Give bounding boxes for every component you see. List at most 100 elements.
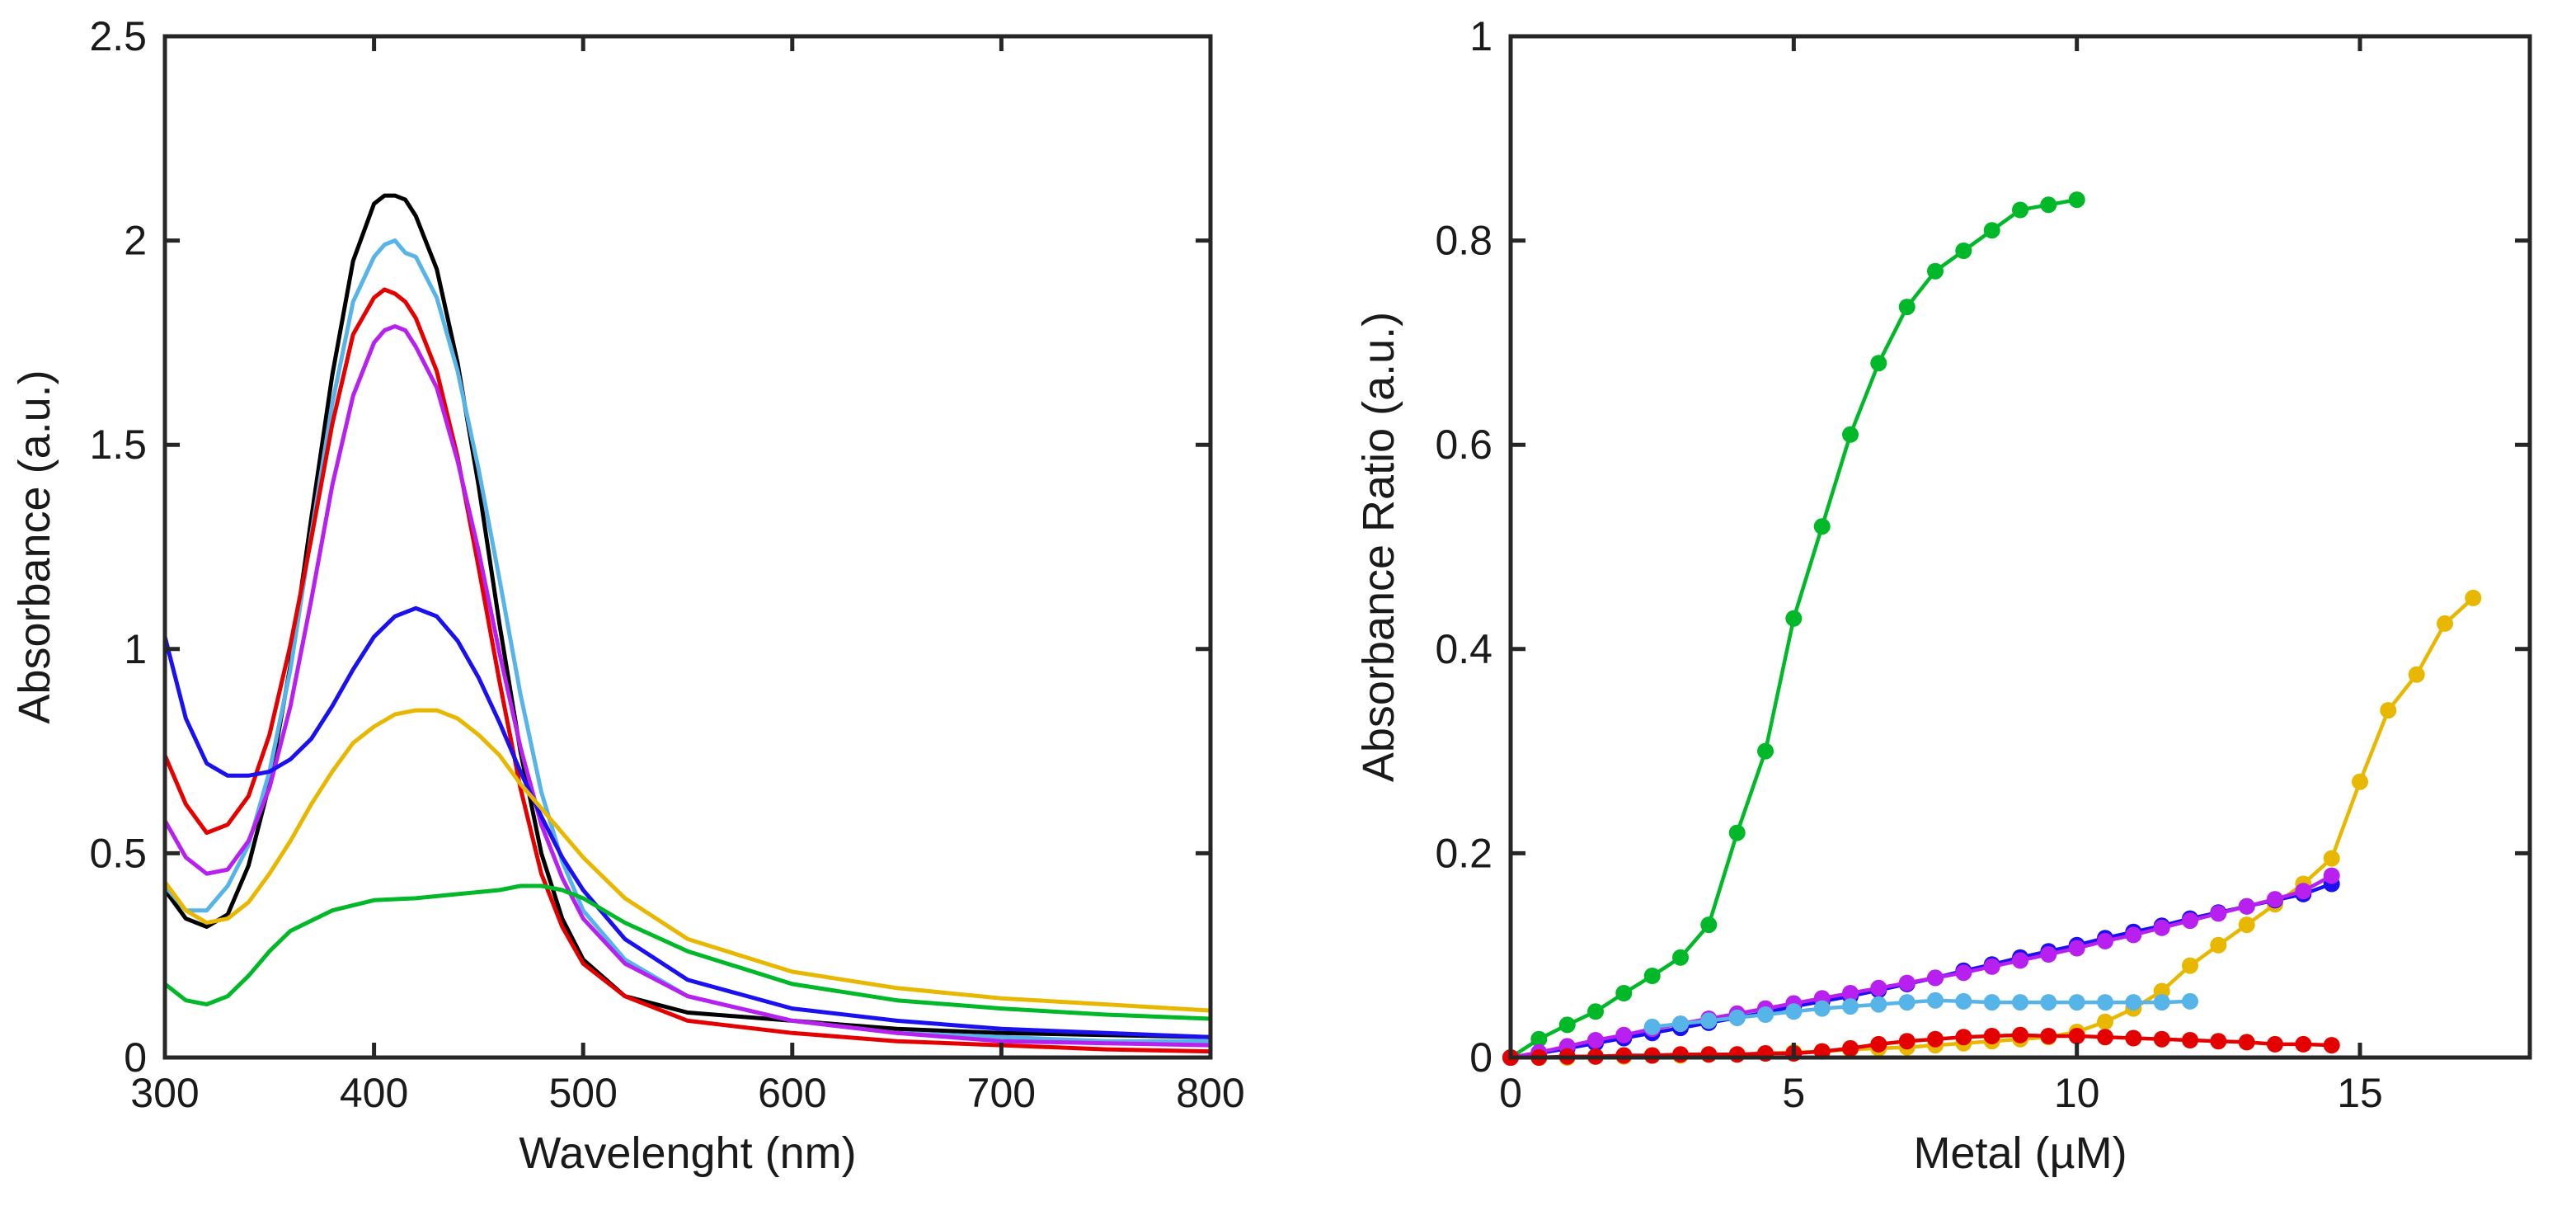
- y-tick-label: 0.2: [1435, 830, 1492, 876]
- data-point: [1672, 1015, 1689, 1033]
- x-tick-label: 15: [2337, 1070, 2383, 1116]
- data-point: [2068, 1028, 2085, 1044]
- data-point: [1870, 355, 1887, 372]
- data-point: [2465, 589, 2482, 606]
- series-magenta: [162, 324, 1213, 1048]
- data-point: [1870, 979, 1887, 996]
- data-point: [2012, 994, 2028, 1011]
- data-point: [2380, 702, 2397, 719]
- data-point: [2097, 994, 2113, 1011]
- data-point: [2437, 615, 2453, 632]
- series-red: [162, 287, 1213, 1054]
- series-sky-blue: [1643, 992, 2198, 1035]
- data-point: [2182, 992, 2198, 1010]
- data-point: [2210, 1033, 2227, 1050]
- data-point: [2125, 994, 2142, 1011]
- data-point: [2182, 912, 2198, 930]
- series-line: [162, 605, 1213, 1039]
- data-point: [1927, 1030, 1944, 1048]
- data-point: [1955, 992, 1972, 1010]
- data-point: [1927, 992, 1944, 1009]
- y-tick-label: 0: [124, 1034, 147, 1081]
- x-tick-label: 10: [2054, 1070, 2100, 1116]
- series-layer: [162, 193, 1213, 1054]
- data-point: [2323, 867, 2340, 884]
- data-point: [1672, 949, 1689, 966]
- data-point: [2238, 897, 2255, 915]
- data-point: [1842, 998, 1859, 1015]
- data-point: [2408, 666, 2425, 683]
- x-tick-label: 5: [1782, 1070, 1805, 1116]
- data-point: [1785, 610, 1803, 627]
- x-tick-label: 600: [758, 1070, 826, 1116]
- data-point: [1983, 1028, 2000, 1044]
- data-point: [1530, 1030, 1548, 1048]
- data-point: [2323, 850, 2340, 867]
- data-point: [1813, 518, 1831, 535]
- data-point: [1983, 958, 2000, 975]
- data-point: [1728, 824, 1746, 841]
- y-tick-label: 0: [1469, 1034, 1492, 1081]
- data-point: [2267, 891, 2283, 908]
- series-yellow: [162, 708, 1213, 1013]
- y-tick-label: 0.6: [1435, 422, 1492, 468]
- data-point: [2012, 952, 2028, 969]
- series-green: [162, 883, 1213, 1021]
- axes-box: [1508, 34, 2532, 1060]
- data-point: [1757, 742, 1774, 760]
- y-tick-label: 0.5: [89, 830, 147, 876]
- x-tick-label: 800: [1176, 1070, 1244, 1116]
- data-point: [2210, 936, 2227, 954]
- data-point: [1672, 1046, 1689, 1063]
- data-point: [2068, 940, 2085, 957]
- data-point: [2153, 1030, 2170, 1048]
- data-point: [1587, 1032, 1604, 1048]
- data-point: [1983, 222, 2000, 239]
- data-point: [1842, 985, 1859, 1001]
- series-blue: [162, 605, 1213, 1039]
- data-point: [1728, 1046, 1746, 1063]
- data-point: [1983, 994, 2000, 1011]
- data-point: [1955, 243, 1972, 259]
- data-point: [2012, 201, 2028, 219]
- data-point: [1700, 916, 1718, 934]
- x-tick-label: 700: [967, 1070, 1036, 1116]
- data-point: [2153, 994, 2170, 1011]
- data-point: [2267, 1035, 2283, 1053]
- data-point: [2125, 1029, 2142, 1047]
- series-line: [162, 708, 1213, 1013]
- data-point: [2238, 916, 2255, 934]
- data-point: [2210, 905, 2227, 922]
- data-point: [2097, 932, 2113, 949]
- data-point: [1700, 1046, 1718, 1063]
- data-point: [1927, 262, 1944, 280]
- y-tick-label: 0.8: [1435, 218, 1492, 264]
- data-point: [2068, 191, 2085, 209]
- series-line: [162, 324, 1213, 1048]
- data-point: [2125, 926, 2142, 944]
- data-point: [1728, 1009, 1746, 1026]
- series-line: [162, 883, 1213, 1021]
- data-point: [1898, 299, 1916, 316]
- data-point: [1615, 1026, 1633, 1043]
- data-point: [2040, 196, 2057, 214]
- data-point: [2040, 946, 2057, 963]
- data-point: [1898, 1033, 1916, 1050]
- y-tick-label: 1.5: [89, 422, 147, 468]
- data-point: [1842, 426, 1859, 443]
- x-axis-label: Wavelenght (nm): [519, 1128, 856, 1178]
- series-layer: [1502, 191, 2482, 1066]
- y-axis-label: Absorbance (a.u.): [10, 370, 59, 723]
- data-point: [1785, 1003, 1803, 1020]
- data-point: [2295, 1035, 2312, 1053]
- data-point: [2097, 1013, 2113, 1030]
- data-point: [1842, 1039, 1859, 1057]
- data-point: [2182, 1032, 2198, 1048]
- data-point: [2323, 1037, 2340, 1054]
- data-point: [2352, 773, 2368, 790]
- data-point: [1757, 1006, 1774, 1023]
- data-point: [1955, 964, 1972, 982]
- data-point: [2153, 919, 2170, 936]
